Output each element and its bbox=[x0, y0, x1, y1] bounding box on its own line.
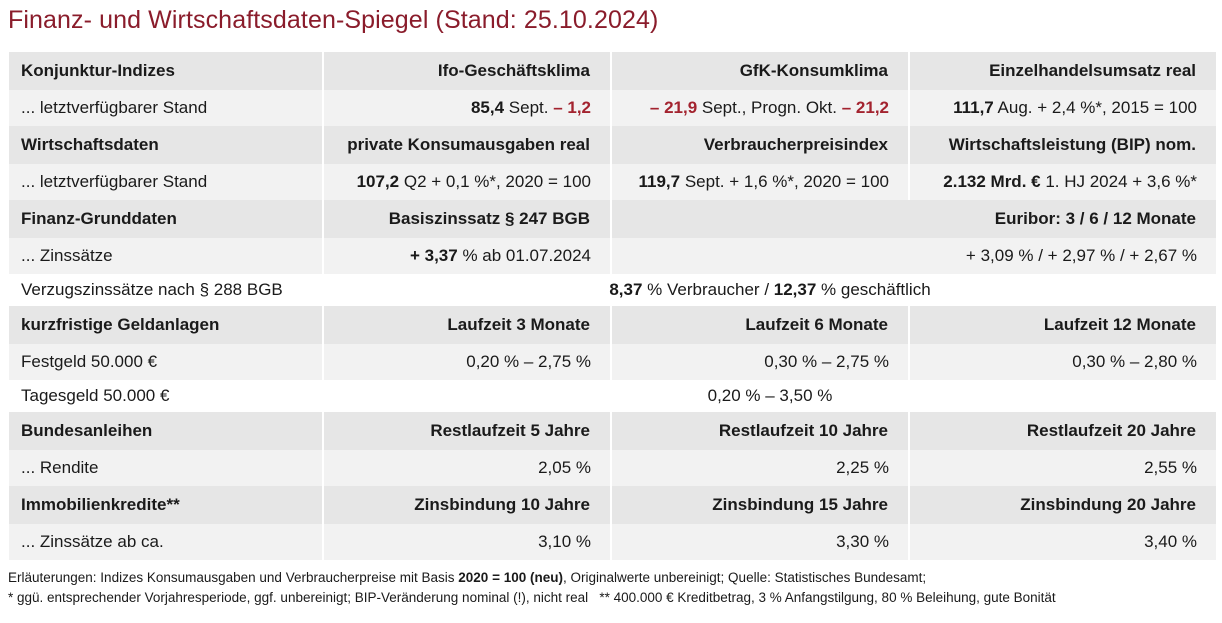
value-vpi-number: 119,7 bbox=[638, 172, 681, 191]
row-label-zinssaetze: ... Zinssätze ab ca. bbox=[9, 524, 322, 560]
value-rendite-20j: 2,55 % bbox=[910, 450, 1216, 486]
value-verzug-text-2: % geschäftlich bbox=[816, 280, 931, 299]
value-euribor: + 3,09 % / + 2,97 % / + 2,67 % bbox=[612, 238, 1216, 274]
value-vpi-text: Sept. + 1,6 %*, 2020 = 100 bbox=[680, 172, 889, 191]
row-label-festgeld: Festgeld 50.000 € bbox=[9, 344, 322, 380]
column-header-einzelhandel: Einzelhandelsumsatz real bbox=[910, 52, 1216, 90]
value-zb20: 3,40 % bbox=[910, 524, 1216, 560]
value-bip-number: 2.132 Mrd. € bbox=[943, 172, 1041, 191]
value-ifo: 85,4 Sept. – 1,2 bbox=[324, 90, 610, 126]
value-zb15: 3,30 % bbox=[612, 524, 908, 560]
value-festgeld-3m: 0,20 % – 2,75 % bbox=[324, 344, 610, 380]
row-label-tagesgeld: Tagesgeld 50.000 € bbox=[9, 380, 322, 412]
row-label-rendite: ... Rendite bbox=[9, 450, 322, 486]
value-konsum-number: 107,2 bbox=[356, 172, 400, 191]
footnote-line-2: * ggü. entsprechender Vorjahresperiode, … bbox=[8, 590, 1056, 605]
data-table: Konjunktur-Indizes Ifo-Geschäftsklima Gf… bbox=[9, 52, 1216, 560]
value-verzug-text-1: % Verbraucher / bbox=[642, 280, 774, 299]
value-basiszins: + 3,37 % ab 01.07.2024 bbox=[324, 238, 610, 274]
value-verzug-2: 12,37 bbox=[773, 280, 817, 299]
value-festgeld-12m: 0,30 % – 2,80 % bbox=[910, 344, 1216, 380]
column-header-zb20: Zinsbindung 20 Jahre bbox=[910, 486, 1216, 524]
section-header-wirtschaft: Wirtschaftsdaten bbox=[9, 126, 322, 164]
column-header-basiszins: Basiszinssatz § 247 BGB bbox=[324, 200, 610, 238]
section-header-bund: Bundesanleihen bbox=[9, 412, 322, 450]
value-gfk-number: – 21,9 bbox=[649, 98, 698, 117]
column-header-10j: Restlaufzeit 10 Jahre bbox=[612, 412, 908, 450]
value-verzug: 8,37 % Verbraucher / 12,37 % geschäftlic… bbox=[324, 274, 1216, 306]
footnote-line-1: Erläuterungen: Indizes Konsumausgaben un… bbox=[8, 568, 1056, 588]
value-konsum-text: Q2 + 0,1 %*, 2020 = 100 bbox=[399, 172, 591, 191]
column-header-12m: Laufzeit 12 Monate bbox=[910, 306, 1216, 344]
column-header-ifo: Ifo-Geschäftsklima bbox=[324, 52, 610, 90]
value-verzug-1: 8,37 bbox=[609, 280, 643, 299]
value-vpi: 119,7 Sept. + 1,6 %*, 2020 = 100 bbox=[612, 164, 908, 200]
value-zb10: 3,10 % bbox=[324, 524, 610, 560]
row-label: ... Zinssätze bbox=[9, 238, 322, 274]
row-label: ... letztverfügbarer Stand bbox=[9, 90, 322, 126]
value-rendite-10j: 2,25 % bbox=[612, 450, 908, 486]
value-ehu-number: 111,7 bbox=[953, 98, 994, 117]
value-ehu-text: Aug. + 2,4 %*, 2015 = 100 bbox=[993, 98, 1197, 117]
column-header-20j: Restlaufzeit 20 Jahre bbox=[910, 412, 1216, 450]
value-tagesgeld: 0,20 % – 3,50 % bbox=[324, 380, 1216, 412]
row-label: ... letztverfügbarer Stand bbox=[9, 164, 322, 200]
section-header-immo: Immobilienkredite** bbox=[9, 486, 322, 524]
value-basiszins-number: + 3,37 bbox=[409, 246, 458, 265]
column-header-5j: Restlaufzeit 5 Jahre bbox=[324, 412, 610, 450]
value-gfk-forecast: – 21,2 bbox=[841, 98, 889, 117]
value-ifo-change: – 1,2 bbox=[553, 98, 591, 117]
column-header-euribor: Euribor: 3 / 6 / 12 Monate bbox=[612, 200, 1216, 238]
value-rendite-5j: 2,05 % bbox=[324, 450, 610, 486]
column-header-gfk: GfK-Konsumklima bbox=[612, 52, 908, 90]
footnote-1a: Erläuterungen: Indizes Konsumausgaben un… bbox=[8, 570, 459, 585]
value-einzelhandel: 111,7 Aug. + 2,4 %*, 2015 = 100 bbox=[910, 90, 1216, 126]
value-ifo-number: 85,4 bbox=[470, 98, 505, 117]
value-basiszins-text: % ab 01.07.2024 bbox=[457, 246, 591, 265]
column-header-zb10: Zinsbindung 10 Jahre bbox=[324, 486, 610, 524]
footnote-1b: 2020 = 100 (neu) bbox=[458, 570, 563, 585]
value-konsum: 107,2 Q2 + 0,1 %*, 2020 = 100 bbox=[324, 164, 610, 200]
row-label-verzug: Verzugszinssätze nach § 288 BGB bbox=[9, 274, 322, 306]
footnotes: Erläuterungen: Indizes Konsumausgaben un… bbox=[8, 568, 1056, 608]
column-header-bip: Wirtschaftsleistung (BIP) nom. bbox=[910, 126, 1216, 164]
value-gfk: – 21,9 Sept., Progn. Okt. – 21,2 bbox=[612, 90, 908, 126]
footnote-1c: , Originalwerte unbereinigt; Quelle: Sta… bbox=[562, 570, 927, 585]
column-header-zb15: Zinsbindung 15 Jahre bbox=[612, 486, 908, 524]
column-header-konsum: private Konsumausgaben real bbox=[324, 126, 610, 164]
section-header-konjunktur: Konjunktur-Indizes bbox=[9, 52, 322, 90]
value-gfk-text: Sept., Progn. Okt. bbox=[697, 98, 842, 117]
column-header-6m: Laufzeit 6 Monate bbox=[612, 306, 908, 344]
value-bip: 2.132 Mrd. € 1. HJ 2024 + 3,6 %* bbox=[910, 164, 1216, 200]
section-header-finanz: Finanz-Grunddaten bbox=[9, 200, 322, 238]
value-ifo-text: Sept. bbox=[504, 98, 554, 117]
column-header-vpi: Verbraucherpreisindex bbox=[612, 126, 908, 164]
section-header-geldanlagen: kurzfristige Geldanlagen bbox=[9, 306, 322, 344]
page-title: Finanz- und Wirtschaftsdaten-Spiegel (St… bbox=[8, 6, 659, 34]
value-festgeld-6m: 0,30 % – 2,75 % bbox=[612, 344, 908, 380]
value-bip-text: 1. HJ 2024 + 3,6 %* bbox=[1040, 172, 1197, 191]
column-header-3m: Laufzeit 3 Monate bbox=[324, 306, 610, 344]
